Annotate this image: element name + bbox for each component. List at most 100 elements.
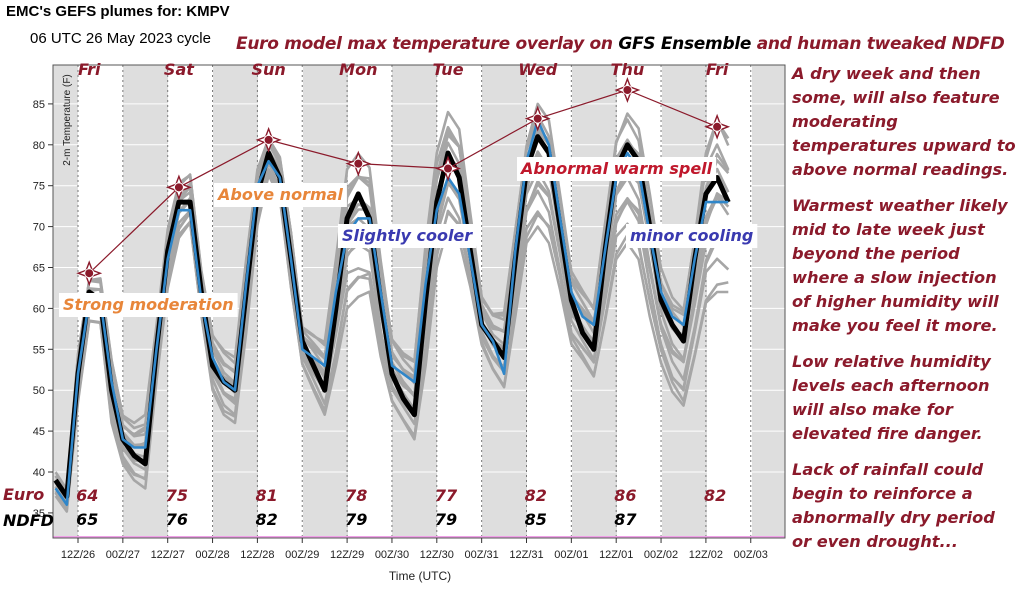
day-label: Fri <box>706 60 729 79</box>
ndfd-row-label: NDFD <box>3 511 54 530</box>
annotation-box: minor cooling <box>626 224 758 248</box>
annotation-background <box>338 224 477 248</box>
discussion-paragraph: Low relative humidity levels each aftern… <box>792 352 991 443</box>
annotation-box: Above normal <box>214 183 347 207</box>
x-tick-label: 00Z/28 <box>195 549 229 561</box>
euro-marker-dot <box>353 158 364 169</box>
annotation-text: Above normal <box>216 185 343 204</box>
discussion-paragraph: Warmest weather likely mid to late week … <box>792 196 1008 335</box>
x-tick-label: 00Z/03 <box>734 549 768 561</box>
euro-marker-dot <box>263 134 274 145</box>
day-label: Mon <box>339 60 377 79</box>
y-tick-label: 65 <box>33 263 45 275</box>
ndfd-max-value: 76 <box>166 510 188 529</box>
day-label: Wed <box>518 60 557 79</box>
euro-marker-dot <box>532 113 543 124</box>
annotation-text: Strong moderation <box>63 295 234 314</box>
y-tick-label: 50 <box>33 385 45 397</box>
ndfd-max-value: 79 <box>345 510 367 529</box>
x-tick-label: 12Z/31 <box>509 549 543 561</box>
chart-title: EMC's GEFS plumes for: KMPV <box>6 3 230 20</box>
day-label: Sun <box>251 60 285 79</box>
x-tick-label: 12Z/02 <box>689 549 723 561</box>
euro-marker-dot <box>712 121 723 132</box>
euro-max-value: 82 <box>525 486 547 505</box>
day-label: Thu <box>611 60 645 79</box>
x-tick-label: 00Z/02 <box>644 549 678 561</box>
y-axis-label: 2-m Temperature (F) <box>62 74 73 166</box>
euro-max-line <box>88 89 718 274</box>
euro-max-marker <box>704 113 731 140</box>
euro-max-marker <box>165 174 192 201</box>
euro-max-marker <box>345 150 372 177</box>
annotation-background <box>517 157 717 181</box>
y-tick-label: 70 <box>33 222 45 234</box>
y-tick-label: 60 <box>33 303 45 315</box>
discussion-paragraph: Lack of rainfall could begin to reinforc… <box>792 460 995 551</box>
ndfd-max-value: 65 <box>76 510 98 529</box>
y-tick-label: 80 <box>33 140 45 152</box>
day-label: Fri <box>78 60 101 79</box>
overlay-title-part3: and human tweaked NDFD <box>751 34 1005 54</box>
annotation-text: minor cooling <box>630 226 753 245</box>
y-tick-label: 35 <box>33 508 45 520</box>
overlay-title-gfs: GFS Ensemble <box>618 34 752 54</box>
x-tick-label: 12Z/27 <box>151 549 185 561</box>
annotation-background <box>59 293 238 317</box>
euro-max-value: 77 <box>435 486 458 505</box>
euro-marker-dot <box>84 268 95 279</box>
discussion-paragraph: A dry week and then some, will also feat… <box>792 64 1016 179</box>
x-tick-label: 00Z/29 <box>285 549 319 561</box>
y-tick-label: 55 <box>33 344 45 356</box>
x-axis-label: Time (UTC) <box>389 569 451 583</box>
forecast-discussion: A dry week and then some, will also feat… <box>792 62 1016 566</box>
day-label: Sat <box>164 60 195 79</box>
annotation-text: Slightly cooler <box>342 226 473 245</box>
euro-max-marker <box>76 260 103 287</box>
x-tick-label: 12Z/30 <box>420 549 454 561</box>
x-tick-label: 12Z/29 <box>330 549 364 561</box>
x-tick-label: 12Z/01 <box>599 549 633 561</box>
euro-marker-dot <box>622 84 633 95</box>
euro-max-value: 75 <box>166 486 188 505</box>
x-tick-label: 00Z/30 <box>375 549 409 561</box>
euro-max-marker <box>524 105 551 132</box>
day-label: Tue <box>432 60 463 79</box>
y-tick-label: 45 <box>33 426 45 438</box>
euro-max-value: 78 <box>345 486 367 505</box>
euro-marker-dot <box>443 163 454 174</box>
x-tick-label: 12Z/26 <box>61 549 95 561</box>
x-tick-label: 00Z/27 <box>106 549 140 561</box>
annotation-box: Slightly cooler <box>338 224 477 248</box>
annotation-text: Abnormal warm spell <box>519 159 713 178</box>
ndfd-max-value: 79 <box>435 510 457 529</box>
euro-max-value: 86 <box>614 486 636 505</box>
annotation-box: Abnormal warm spell <box>517 157 717 181</box>
x-tick-label: 00Z/31 <box>465 549 499 561</box>
euro-max-value: 64 <box>76 486 98 505</box>
ensemble-member-line <box>54 102 730 491</box>
euro-max-marker <box>435 155 462 182</box>
plot-frame <box>52 64 786 539</box>
ndfd-max-value: 85 <box>525 510 547 529</box>
x-tick-label: 12Z/28 <box>240 549 274 561</box>
y-tick-label: 85 <box>33 99 45 111</box>
ndfd-max-value: 87 <box>614 510 637 529</box>
annotation-background <box>214 183 347 207</box>
overlay-title: Euro model max temperature overlay on GF… <box>236 34 1005 54</box>
model-cycle: 06 UTC 26 May 2023 cycle <box>30 30 211 47</box>
euro-row-label: Euro <box>3 485 44 504</box>
x-tick-label: 00Z/01 <box>554 549 588 561</box>
euro-max-marker <box>255 126 282 153</box>
overlay-title-part1: Euro model max temperature overlay on <box>236 34 619 54</box>
night-band <box>752 65 785 538</box>
y-tick-label: 75 <box>33 181 45 193</box>
annotation-box: Strong moderation <box>59 293 238 317</box>
euro-max-marker <box>614 77 641 103</box>
euro-max-value: 81 <box>255 486 277 505</box>
euro-marker-dot <box>173 182 184 193</box>
annotation-background <box>626 224 758 248</box>
y-tick-label: 40 <box>33 467 45 479</box>
ndfd-max-value: 82 <box>255 510 277 529</box>
